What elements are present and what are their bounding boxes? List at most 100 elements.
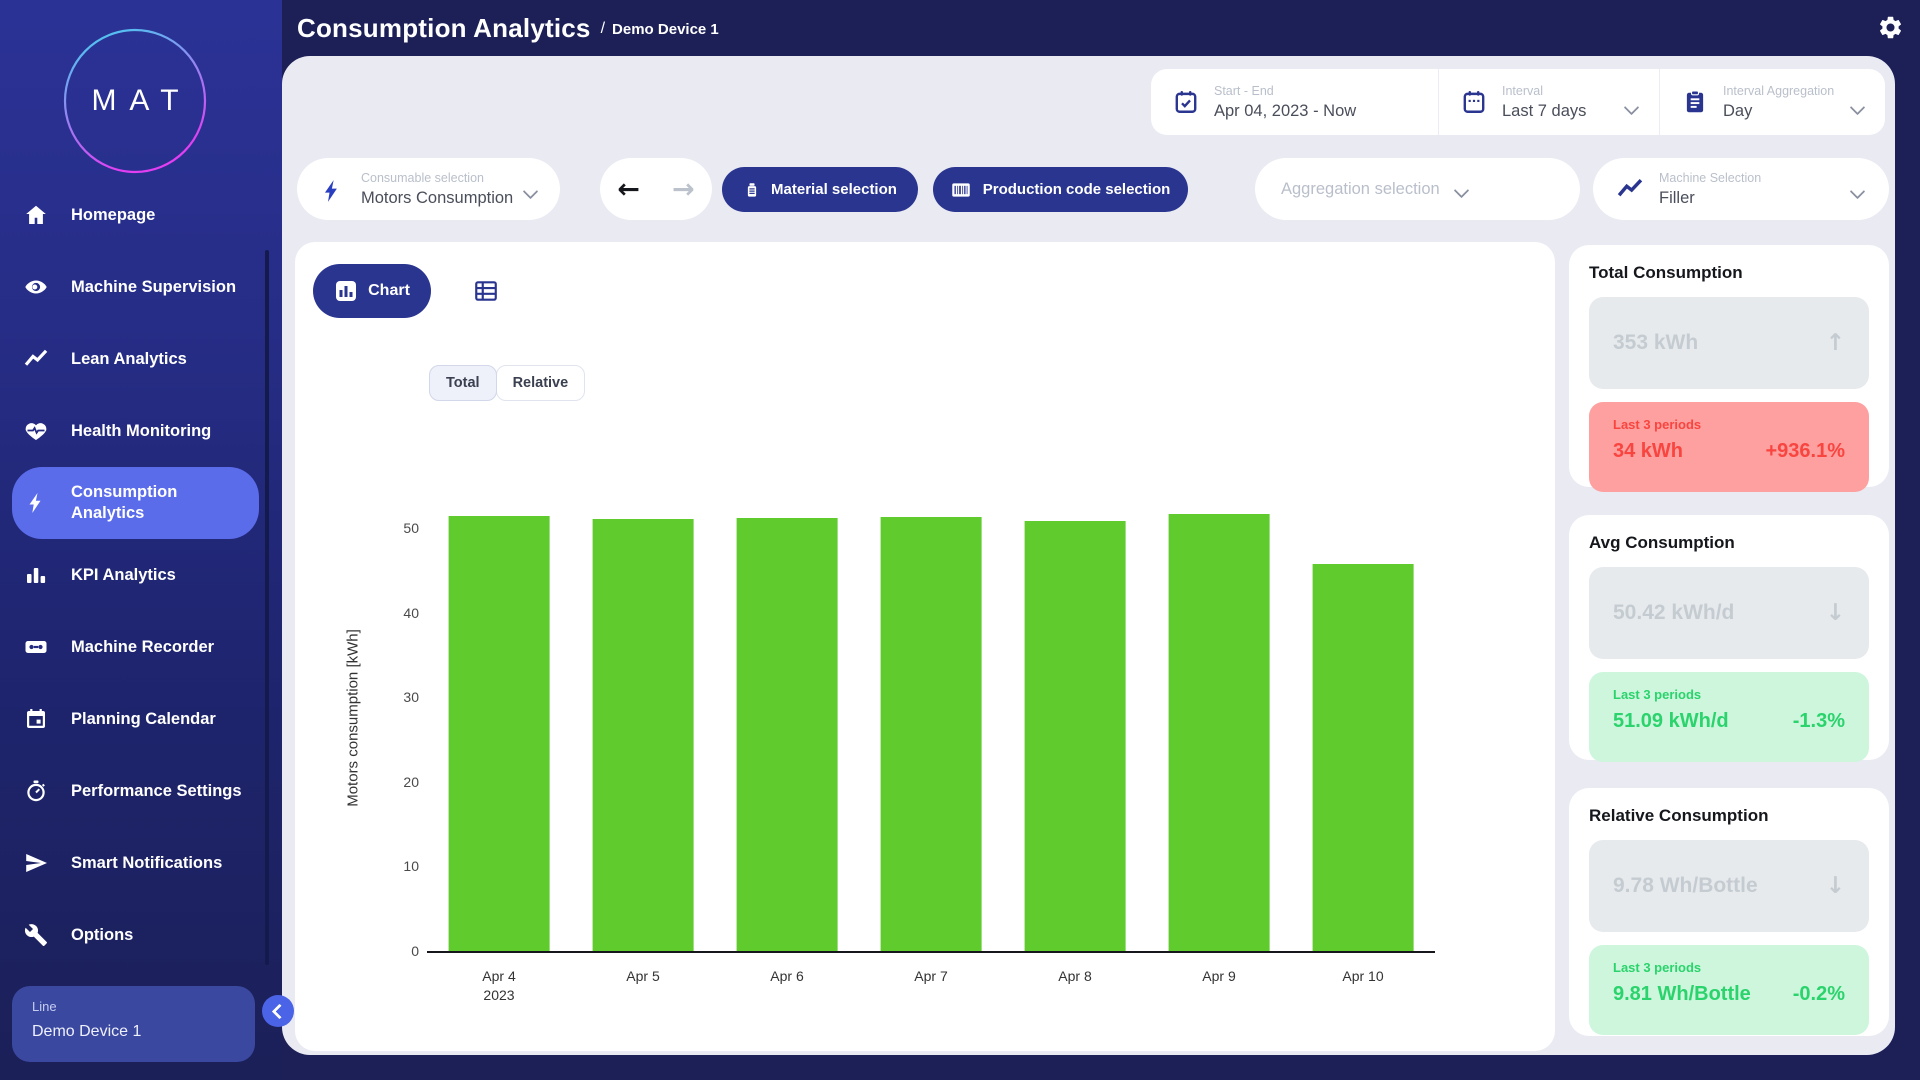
material-selection-label: Material selection <box>771 181 897 198</box>
previous-period-button[interactable]: ← <box>611 175 646 204</box>
stat-value: 50.42 kWh/d <box>1613 601 1735 624</box>
consumable-select[interactable]: Consumable selection Motors Consumption <box>297 158 560 220</box>
aggregation-select[interactable]: Aggregation selection <box>1255 158 1580 220</box>
bolt-icon <box>319 178 345 202</box>
period-navigation: ← → <box>600 158 712 220</box>
main-panel: Start - End Apr 04, 2023 - Now Interval … <box>282 56 1895 1055</box>
x-axis-ticks: Apr 4 2023 Apr 5 Apr 6 Apr 7 Apr 8 Apr 9 Apr 10 <box>427 967 1435 1011</box>
sidebar-item-label: Lean Analytics <box>71 349 187 368</box>
interval-select[interactable]: Interval Last 7 days <box>1438 69 1659 135</box>
device-name: Demo Device 1 <box>32 1023 142 1040</box>
machine-select[interactable]: Machine Selection Filler <box>1593 158 1889 220</box>
delta-percent: +936.1% <box>1765 440 1845 462</box>
y-tick: 50 <box>403 520 419 537</box>
stat-delta-box: Last 3 periods 51.09 kWh/d -1.3% <box>1589 672 1869 762</box>
chart-plot <box>427 485 1435 953</box>
chevron-down-icon <box>1623 99 1640 116</box>
y-tick: 40 <box>403 604 419 621</box>
breadcrumb-separator: / <box>600 20 606 37</box>
consumable-value: Motors Consumption <box>361 188 514 207</box>
start-end-label: Start - End <box>1214 83 1274 98</box>
sidebar-item-label: Performance Settings <box>71 781 242 800</box>
sidebar-item-lean-analytics[interactable]: Lean Analytics <box>12 323 259 395</box>
start-end-select[interactable]: Start - End Apr 04, 2023 - Now <box>1151 69 1438 135</box>
chart-view-button[interactable]: Chart <box>313 264 431 318</box>
chevron-down-icon <box>1849 99 1866 116</box>
sidebar-item-health-monitoring[interactable]: Health Monitoring <box>12 395 259 467</box>
logo-text: MAT <box>91 84 192 117</box>
x-tick: Apr 6 <box>770 968 804 984</box>
calendar-icon <box>1461 89 1487 115</box>
delta-value: 9.81 Wh/Bottle <box>1613 983 1751 1005</box>
chart-bar-apr-5 <box>592 518 694 951</box>
chart-bar-apr-7 <box>880 517 982 951</box>
delta-period-label: Last 3 periods <box>1613 687 1702 702</box>
stat-value-box: 9.78 Wh/Bottle ↓ <box>1589 840 1869 932</box>
trend-icon <box>1617 176 1643 202</box>
brand-logo: MAT <box>60 27 210 175</box>
sidebar-item-options[interactable]: Options <box>12 899 259 971</box>
wrench-icon <box>24 923 48 947</box>
x-tick: Apr 5 <box>626 968 660 984</box>
y-tick: 0 <box>411 943 419 959</box>
trend-icon <box>24 347 48 371</box>
sidebar-item-planning-calendar[interactable]: Planning Calendar <box>12 683 259 755</box>
send-icon <box>24 851 48 875</box>
stat-delta-box: Last 3 periods 9.81 Wh/Bottle -0.2% <box>1589 945 1869 1035</box>
start-end-value: Apr 04, 2023 - Now <box>1214 101 1357 120</box>
arrow-up-icon: ↑ <box>1825 330 1845 356</box>
delta-period-label: Last 3 periods <box>1613 417 1702 432</box>
chart-bar-apr-10 <box>1312 563 1414 951</box>
interval-aggregation-select[interactable]: Interval Aggregation Day <box>1659 69 1885 135</box>
y-axis-ticks: 0 10 20 30 40 50 <box>379 485 419 959</box>
interval-aggregation-value: Day <box>1723 101 1753 120</box>
sidebar-item-machine-recorder[interactable]: Machine Recorder <box>12 611 259 683</box>
chart-mode-toggle: Total Relative <box>429 365 586 401</box>
next-period-button[interactable]: → <box>666 175 701 204</box>
x-tick: Apr 8 <box>1058 968 1092 984</box>
clipboard-icon <box>1682 89 1708 115</box>
top-bar: Consumption Analytics / Demo Device 1 <box>282 0 1920 56</box>
delta-percent: -0.2% <box>1792 983 1845 1005</box>
heart-pulse-icon <box>24 419 48 443</box>
gear-icon[interactable] <box>1877 14 1904 41</box>
stat-value: 9.78 Wh/Bottle <box>1613 874 1758 897</box>
production-code-selection-button[interactable]: Production code selection <box>933 167 1188 212</box>
stat-delta-box: Last 3 periods 34 kWh +936.1% <box>1589 402 1869 492</box>
sidebar-item-kpi-analytics[interactable]: KPI Analytics <box>12 539 259 611</box>
stat-title: Relative Consumption <box>1589 806 1769 825</box>
chart-bar-apr-9 <box>1168 513 1270 951</box>
date-filter-bar: Start - End Apr 04, 2023 - Now Interval … <box>1151 69 1885 135</box>
device-card[interactable]: Line Demo Device 1 <box>12 986 255 1062</box>
stat-value-box: 353 kWh ↑ <box>1589 297 1869 389</box>
sidebar-nav: Homepage Machine Supervision Lean Analyt… <box>0 179 282 971</box>
chart-view-label: Chart <box>368 282 410 299</box>
sidebar-item-performance-settings[interactable]: Performance Settings <box>12 755 259 827</box>
arrow-down-icon: ↓ <box>1825 600 1845 626</box>
home-icon <box>24 203 48 227</box>
sidebar-item-consumption-analytics[interactable]: Consumption Analytics <box>12 467 259 539</box>
arrow-down-icon: ↓ <box>1825 873 1845 899</box>
interval-label: Interval <box>1502 83 1543 98</box>
chart-bar-apr-6 <box>736 517 838 951</box>
breadcrumb: Demo Device 1 <box>612 20 719 38</box>
sidebar-item-smart-notifications[interactable]: Smart Notifications <box>12 827 259 899</box>
y-tick: 10 <box>403 858 419 875</box>
sidebar-scrollbar[interactable] <box>265 250 269 965</box>
sidebar-item-homepage[interactable]: Homepage <box>12 179 259 251</box>
delta-period-label: Last 3 periods <box>1613 960 1702 975</box>
calendar-check-icon <box>1173 89 1199 115</box>
sidebar-collapse-button[interactable] <box>262 995 294 1027</box>
toggle-relative[interactable]: Relative <box>495 365 586 401</box>
sidebar-item-machine-supervision[interactable]: Machine Supervision <box>12 251 259 323</box>
recorder-icon <box>24 635 48 659</box>
sidebar: MAT Homepage Machine Supervision Lean An… <box>0 0 282 1080</box>
sidebar-item-label: Machine Recorder <box>71 637 215 656</box>
toggle-total[interactable]: Total <box>429 365 497 401</box>
y-tick: 30 <box>403 689 419 706</box>
material-selection-button[interactable]: Material selection <box>722 167 918 212</box>
table-view-icon[interactable] <box>473 278 499 304</box>
material-icon <box>743 180 761 200</box>
sidebar-item-label: Consumption Analytics <box>71 483 178 522</box>
avg-consumption-card: Avg Consumption 50.42 kWh/d ↓ Last 3 per… <box>1569 515 1889 762</box>
